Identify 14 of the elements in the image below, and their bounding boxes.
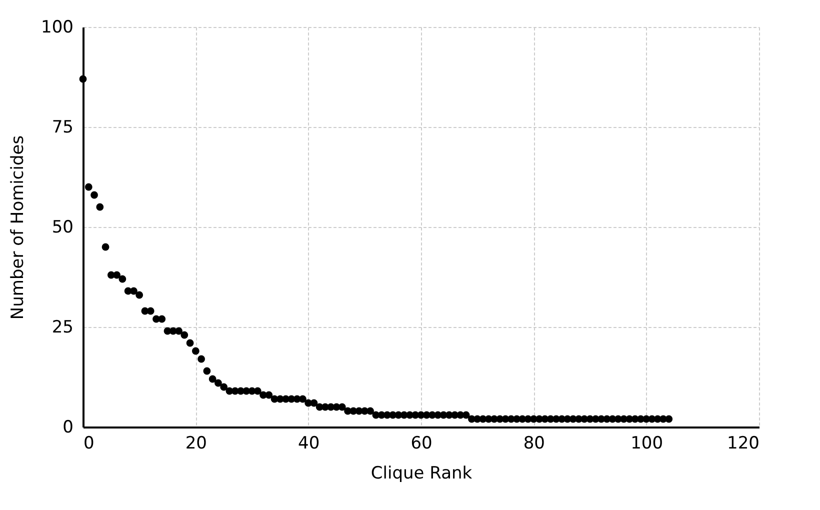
x-axis-title: Clique Rank [370, 464, 472, 484]
y-axis-title: Number of Homicides [8, 135, 28, 320]
x-tick-label: 20 [185, 434, 207, 454]
y-tick-label: 75 [52, 118, 74, 138]
y-tick-label: 25 [52, 318, 74, 338]
x-tick-label: 100 [630, 434, 664, 454]
y-tick-label: 100 [41, 18, 74, 38]
x-tick-label: 80 [523, 434, 545, 454]
x-tick-label: 0 [84, 434, 94, 454]
x-tick-label: 60 [410, 434, 432, 454]
x-tick-label: 120 [727, 434, 760, 454]
x-tick-label: 40 [298, 434, 320, 454]
y-tick-label: 50 [52, 218, 74, 238]
y-tick-label: 0 [62, 418, 74, 438]
